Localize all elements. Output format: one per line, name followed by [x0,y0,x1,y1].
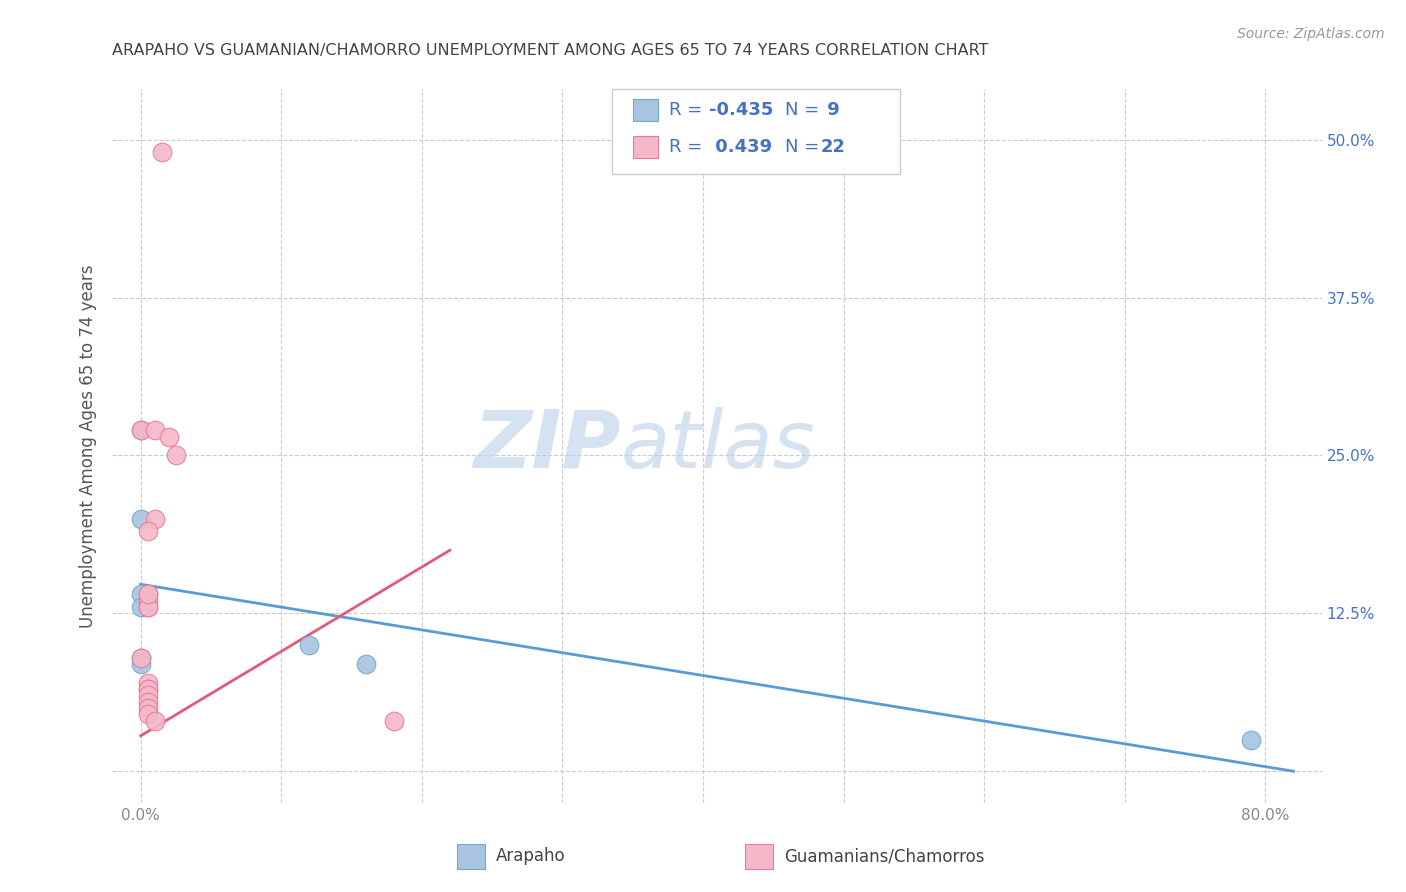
Text: N =: N = [785,138,824,156]
Point [129,650,152,665]
Text: -0.435: -0.435 [709,101,773,119]
Point [136,675,159,690]
Point [157,429,180,443]
Text: Guamanians/Chamorros: Guamanians/Chamorros [785,847,986,865]
Point [129,423,152,437]
Text: Source: ZipAtlas.com: Source: ZipAtlas.com [1237,27,1385,41]
Point [143,511,166,525]
Point [136,593,159,607]
Text: ARAPAHO VS GUAMANIAN/CHAMORRO UNEMPLOYMENT AMONG AGES 65 TO 74 YEARS CORRELATION: ARAPAHO VS GUAMANIAN/CHAMORRO UNEMPLOYME… [112,43,988,58]
Point [136,587,159,601]
Text: R =: R = [669,101,709,119]
Point [129,657,152,671]
Point [136,682,159,697]
Text: 9: 9 [821,101,839,119]
Point [129,511,152,525]
Point [136,707,159,722]
Point [129,587,152,601]
Point [1240,732,1263,747]
Point [136,701,159,715]
Text: 22: 22 [821,138,846,156]
Point [354,657,377,671]
Text: ZIP: ZIP [472,407,620,485]
Text: R =: R = [669,138,709,156]
Point [298,638,321,652]
Y-axis label: Unemployment Among Ages 65 to 74 years: Unemployment Among Ages 65 to 74 years [79,264,97,628]
Point [143,714,166,728]
Point [382,714,405,728]
Text: 0.439: 0.439 [709,138,772,156]
Point [136,682,159,697]
Point [143,423,166,437]
Point [136,587,159,601]
Text: Arapaho: Arapaho [496,847,567,865]
Point [136,600,159,615]
Text: N =: N = [785,101,824,119]
Point [136,689,159,703]
Point [165,449,187,463]
Point [129,650,152,665]
Point [129,423,152,437]
Point [129,600,152,615]
Point [136,600,159,615]
Point [136,524,159,539]
Point [150,145,173,160]
Point [136,695,159,709]
Text: atlas: atlas [620,407,815,485]
